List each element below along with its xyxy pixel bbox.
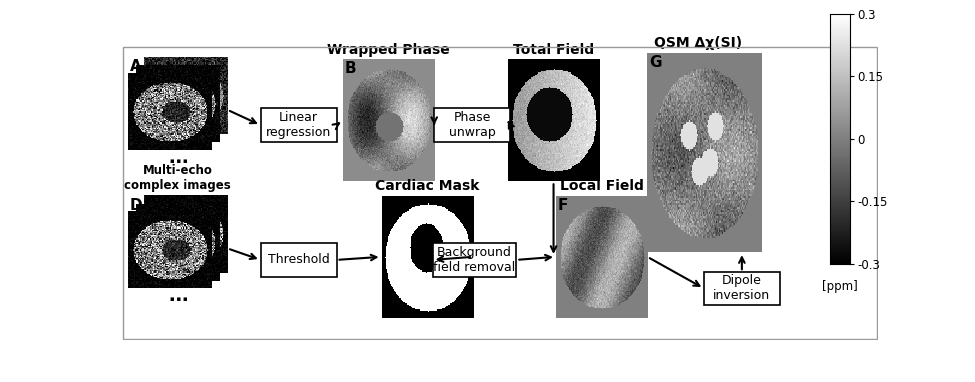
Text: ⋯: ⋯ xyxy=(168,153,187,172)
Text: E: E xyxy=(383,197,394,212)
Bar xyxy=(343,60,434,181)
Text: Dipole
inversion: Dipole inversion xyxy=(714,274,770,303)
Bar xyxy=(704,272,780,304)
Text: Total Field: Total Field xyxy=(513,43,594,57)
Text: Local Field: Local Field xyxy=(560,179,644,193)
Text: ⋯: ⋯ xyxy=(168,291,187,311)
Bar xyxy=(434,108,510,142)
Text: A: A xyxy=(130,59,141,74)
Text: Background
field removal: Background field removal xyxy=(433,246,516,274)
Text: Cardiac Mask: Cardiac Mask xyxy=(375,179,480,193)
Text: F: F xyxy=(558,197,567,212)
Bar xyxy=(433,243,517,277)
Text: QSM Δχ(SI): QSM Δχ(SI) xyxy=(654,36,743,50)
Text: D: D xyxy=(130,197,142,212)
Text: Threshold: Threshold xyxy=(268,253,330,266)
Bar xyxy=(508,60,600,181)
Bar xyxy=(647,53,762,252)
Text: C: C xyxy=(509,61,521,76)
Bar xyxy=(381,196,473,318)
Text: Phase
unwrap: Phase unwrap xyxy=(448,111,495,139)
Bar xyxy=(556,196,647,318)
Bar xyxy=(260,108,336,142)
Text: B: B xyxy=(344,61,356,76)
Bar xyxy=(260,243,336,277)
Text: [ppm]: [ppm] xyxy=(822,280,858,293)
Text: Wrapped Phase: Wrapped Phase xyxy=(327,43,449,57)
Text: G: G xyxy=(649,55,661,70)
Text: Multi-echo
complex images: Multi-echo complex images xyxy=(124,163,231,192)
Text: Linear
regression: Linear regression xyxy=(266,111,332,139)
